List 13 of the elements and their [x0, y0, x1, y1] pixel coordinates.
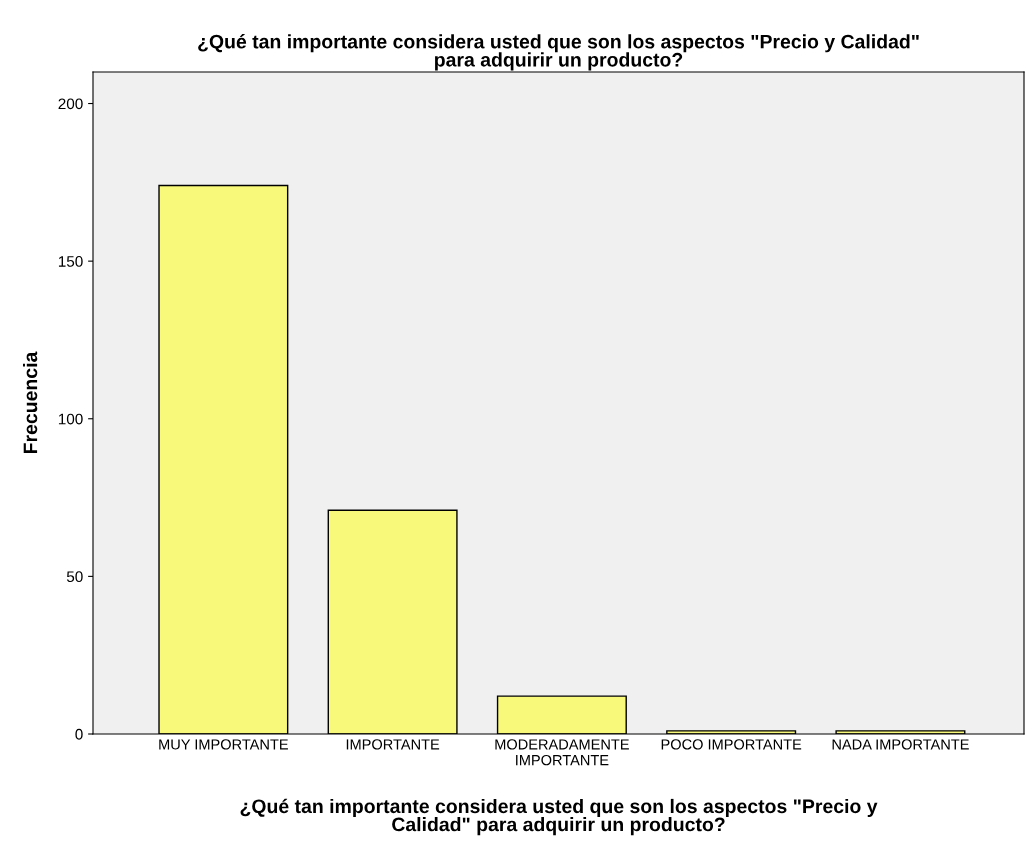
x-tick-label: NADA IMPORTANTE	[832, 739, 969, 750]
chart-title: ¿Qué tan importante considera usted que son los aspectos "Precio y Calidad" para adquirir un producto?	[198, 34, 919, 71]
x-tick-label: MUY IMPORTANTE	[159, 739, 288, 750]
y-tick-label: 50	[66, 571, 83, 583]
x-tick-label: MODERADAMENTE IMPORTANTE	[495, 739, 629, 766]
y-tick-label: 100	[58, 413, 83, 425]
y-axis-title: Frecuencia	[23, 351, 38, 454]
y-tick-label: 150	[58, 256, 83, 267]
x-tick-label: POCO IMPORTANTE	[661, 739, 802, 750]
x-axis-title: ¿Qué tan importante considera usted que son los aspectos "Precio y Calidad" para adquirir un producto?	[240, 798, 878, 836]
x-tick-label: IMPORTANTE	[346, 739, 440, 750]
y-tick-label: 0	[75, 728, 83, 740]
y-tick-label: 200	[58, 98, 83, 110]
